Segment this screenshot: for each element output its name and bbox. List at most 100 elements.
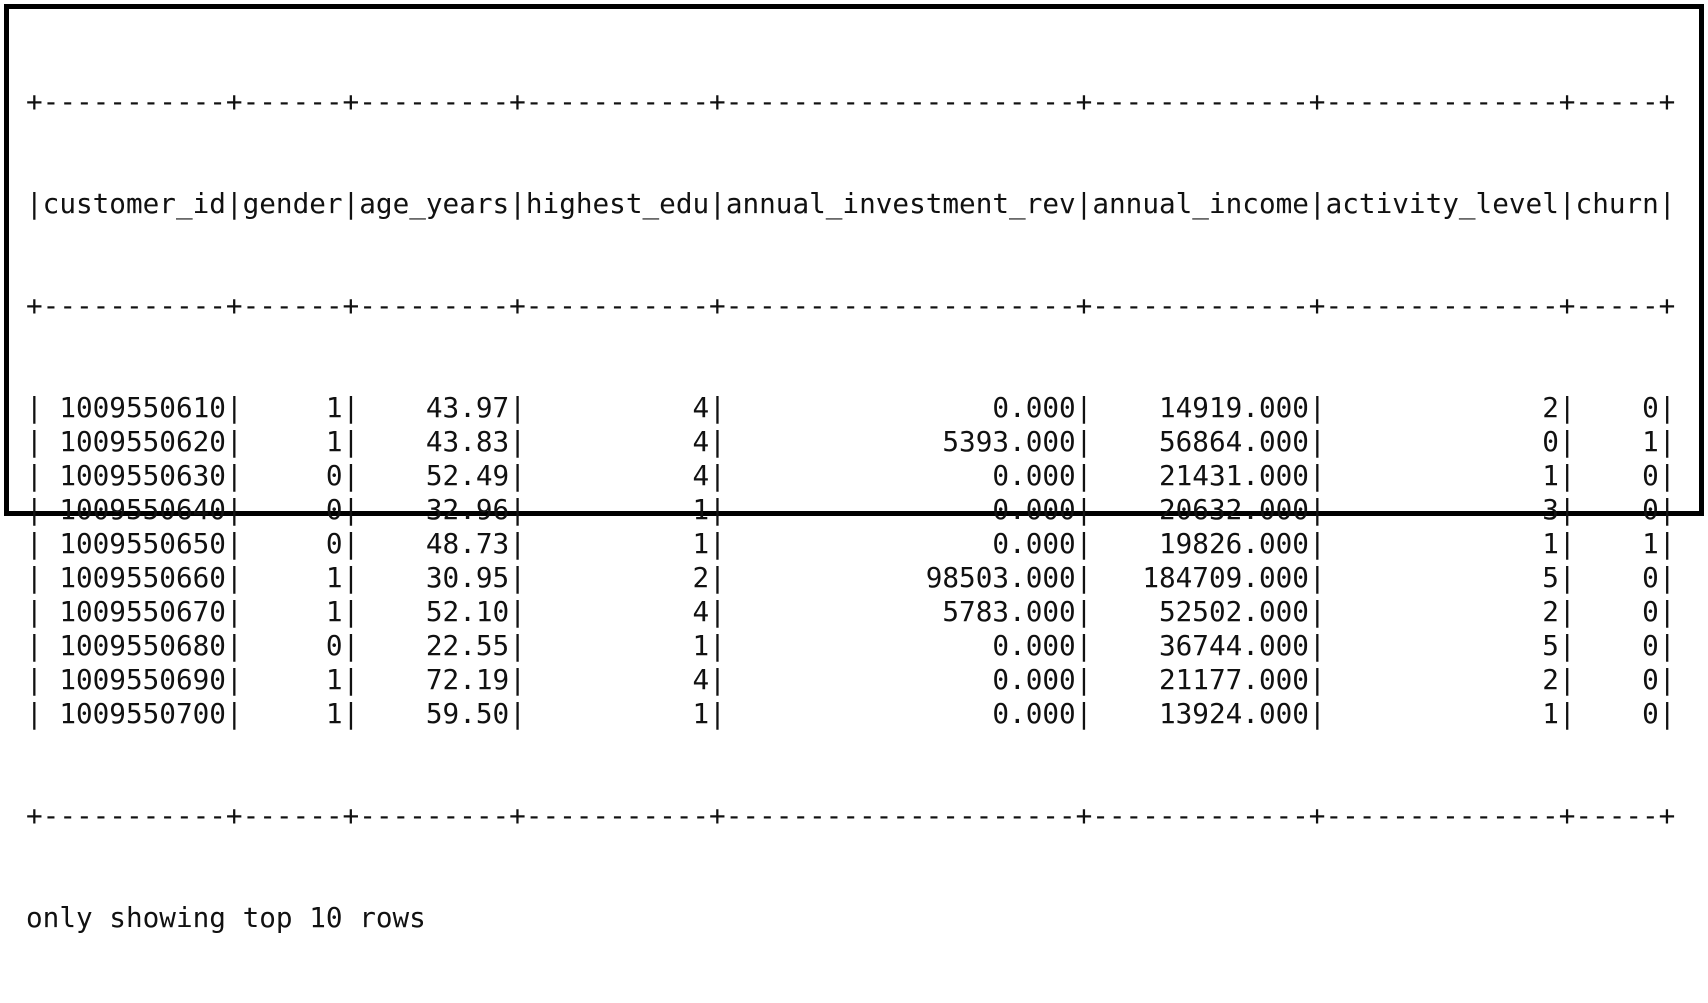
column-header: activity_level — [1325, 187, 1559, 220]
table-cell: 22.55 — [359, 629, 510, 662]
table-cell: 14919.000 — [1092, 391, 1309, 424]
table-cell: 1 — [242, 561, 343, 594]
column-header: highest_edu — [525, 187, 710, 220]
table-cell: 0.000 — [725, 391, 1076, 424]
table-cell: 1 — [242, 697, 343, 730]
table-cell: 3 — [1325, 493, 1559, 526]
table-cell: 2 — [1325, 595, 1559, 628]
table-cell: 43.83 — [359, 425, 510, 458]
table-cell: 1 — [1325, 697, 1559, 730]
table-cell: 5 — [1325, 629, 1559, 662]
table-cell: 5783.000 — [725, 595, 1076, 628]
table-cell: 56864.000 — [1092, 425, 1309, 458]
table-cell: 20632.000 — [1092, 493, 1309, 526]
table-cell: 1009550690 — [42, 663, 226, 696]
table-border-header: +-----------+------+---------+----------… — [26, 289, 1676, 322]
table-cell: 13924.000 — [1092, 697, 1309, 730]
table-cell: 4 — [525, 391, 710, 424]
table-cell: 0.000 — [725, 493, 1076, 526]
table-cell: 19826.000 — [1092, 527, 1309, 560]
table-cell: 0.000 — [725, 459, 1076, 492]
table-cell: 0 — [1575, 595, 1659, 628]
column-header: customer_id — [42, 187, 226, 220]
table-cell: 59.50 — [359, 697, 510, 730]
table-cell: 1009550630 — [42, 459, 226, 492]
table-row: | 1009550650| 0| 48.73| 1| 0.000| 19826.… — [26, 527, 1676, 560]
table-row: | 1009550680| 0| 22.55| 1| 0.000| 36744.… — [26, 629, 1676, 662]
table-row: | 1009550670| 1| 52.10| 4| 5783.000| 525… — [26, 595, 1676, 628]
table-cell: 1 — [242, 595, 343, 628]
console-output-frame: +-----------+------+---------+----------… — [4, 4, 1704, 934]
table-row: | 1009550630| 0| 52.49| 4| 0.000| 21431.… — [26, 459, 1676, 492]
column-header: churn — [1575, 187, 1659, 220]
table-cell: 0 — [242, 527, 343, 560]
table-cell: 0 — [1575, 391, 1659, 424]
table-cell: 1 — [525, 697, 710, 730]
table-cell: 1009550700 — [42, 697, 226, 730]
table-cell: 0.000 — [725, 629, 1076, 662]
table-cell: 72.19 — [359, 663, 510, 696]
table-cell: 184709.000 — [1092, 561, 1309, 594]
table-cell: 0 — [1575, 561, 1659, 594]
table-border-bottom: +-----------+------+---------+----------… — [26, 799, 1676, 832]
table-cell: 32.96 — [359, 493, 510, 526]
table-cell: 21177.000 — [1092, 663, 1309, 696]
table-body: | 1009550610| 1| 43.97| 4| 0.000| 14919.… — [26, 391, 1676, 731]
table-cell: 1009550670 — [42, 595, 226, 628]
table-cell: 0 — [1575, 459, 1659, 492]
table-cell: 1 — [242, 663, 343, 696]
table-cell: 36744.000 — [1092, 629, 1309, 662]
footer-message: only showing top 10 rows — [26, 901, 426, 934]
table-cell: 52.10 — [359, 595, 510, 628]
table-cell: 2 — [1325, 663, 1559, 696]
table-cell: 0 — [1575, 697, 1659, 730]
table-cell: 52502.000 — [1092, 595, 1309, 628]
table-cell: 1 — [525, 527, 710, 560]
table-cell: 4 — [525, 459, 710, 492]
column-header: annual_investment_rev — [725, 187, 1076, 220]
table-cell: 1 — [1575, 527, 1659, 560]
table-cell: 1 — [1575, 425, 1659, 458]
table-cell: 1 — [1325, 527, 1559, 560]
table-row: | 1009550610| 1| 43.97| 4| 0.000| 14919.… — [26, 391, 1676, 424]
table-cell: 0 — [1325, 425, 1559, 458]
table-cell: 5 — [1325, 561, 1559, 594]
table-cell: 48.73 — [359, 527, 510, 560]
table-cell: 0.000 — [725, 697, 1076, 730]
table-cell: 4 — [525, 425, 710, 458]
table-cell: 0 — [1575, 663, 1659, 696]
table-cell: 0 — [242, 459, 343, 492]
table-cell: 0 — [1575, 629, 1659, 662]
table-row: | 1009550640| 0| 32.96| 1| 0.000| 20632.… — [26, 493, 1676, 526]
table-cell: 5393.000 — [725, 425, 1076, 458]
table-cell: 1009550660 — [42, 561, 226, 594]
table-cell: 2 — [525, 561, 710, 594]
dataframe-show-output: +-----------+------+---------+----------… — [26, 17, 1676, 1003]
table-border-top: +-----------+------+---------+----------… — [26, 85, 1676, 118]
table-cell: 52.49 — [359, 459, 510, 492]
table-cell: 1009550620 — [42, 425, 226, 458]
table-cell: 30.95 — [359, 561, 510, 594]
table-cell: 4 — [525, 595, 710, 628]
table-cell: 1009550650 — [42, 527, 226, 560]
table-cell: 0 — [1575, 493, 1659, 526]
table-cell: 1 — [1325, 459, 1559, 492]
table-cell: 1009550680 — [42, 629, 226, 662]
table-cell: 2 — [1325, 391, 1559, 424]
table-cell: 1009550610 — [42, 391, 226, 424]
column-header: age_years — [359, 187, 510, 220]
table-cell: 0 — [242, 493, 343, 526]
table-row: | 1009550660| 1| 30.95| 2| 98503.000| 18… — [26, 561, 1676, 594]
table-cell: 0 — [242, 629, 343, 662]
table-cell: 98503.000 — [725, 561, 1076, 594]
table-cell: 4 — [525, 663, 710, 696]
table-cell: 0.000 — [725, 663, 1076, 696]
column-header: gender — [242, 187, 343, 220]
table-cell: 43.97 — [359, 391, 510, 424]
column-header: annual_income — [1092, 187, 1309, 220]
table-header-row: |customer_id|gender|age_years|highest_ed… — [26, 187, 1676, 220]
table-row: | 1009550700| 1| 59.50| 1| 0.000| 13924.… — [26, 697, 1676, 730]
table-cell: 21431.000 — [1092, 459, 1309, 492]
table-cell: 1 — [242, 425, 343, 458]
table-cell: 1 — [242, 391, 343, 424]
